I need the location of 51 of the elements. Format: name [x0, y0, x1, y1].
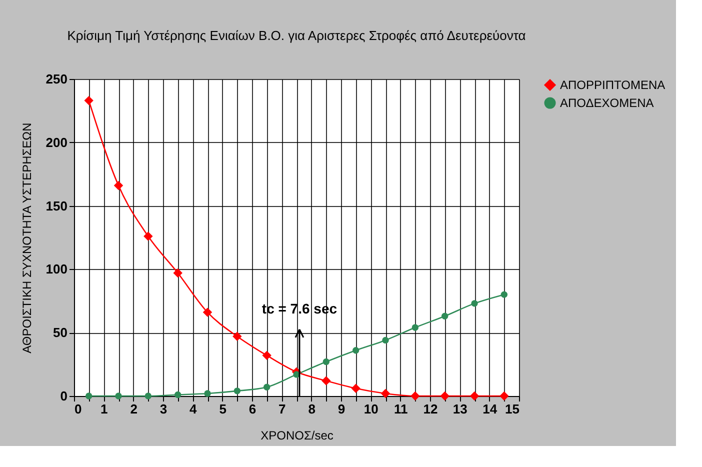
point [115, 392, 122, 400]
point [263, 384, 270, 390]
x-tick-label: 7 [278, 402, 286, 416]
y-tick-label: 150 [46, 198, 68, 214]
y-tick-label: 0 [60, 388, 68, 404]
point [144, 392, 152, 400]
point [322, 376, 331, 386]
legend-label: ΑΠΟΡΡΙΠΤΟΜΕΝΑ [560, 78, 666, 92]
point [382, 336, 389, 344]
point [174, 391, 182, 398]
point [351, 384, 360, 393]
x-tick-label: 11 [394, 402, 408, 416]
x-tick-label: 12 [423, 402, 438, 416]
point [202, 308, 212, 317]
legend-label: ΑΠΟΔΕΧΟΜΕΝΑ [560, 96, 654, 110]
x-tick-label: 4 [190, 402, 198, 416]
y-tick-label: 100 [46, 262, 68, 277]
point [144, 232, 153, 241]
point [412, 324, 419, 331]
point [173, 268, 182, 278]
x-tick-label: 3 [160, 402, 168, 416]
x-tick-label: 1 [100, 402, 108, 416]
point [352, 347, 360, 354]
chart-title: Κρίσιμη Τιμή Υστέρησης Ενιαίων Β.Ο. για Αριστερες Στροφές από Δευτερεύοντα [67, 28, 526, 43]
point [471, 300, 478, 307]
point [85, 392, 92, 400]
x-tick-label: 2 [130, 402, 138, 416]
point [232, 332, 242, 342]
x-tick-label: 8 [308, 402, 316, 416]
y-axis-title: ΑΘΡΟΙΣΤΙΚΗ ΣΥΧΝΟΤΗΤΑ ΥΣΤΕΡΗΣΕΩΝ [20, 122, 34, 354]
point [234, 388, 241, 394]
y-tick-label: 200 [46, 134, 68, 150]
x-tick-label: 14 [482, 402, 498, 416]
point [84, 96, 94, 106]
x-tick-label: 0 [74, 402, 82, 416]
x-tick-label: 5 [219, 402, 226, 416]
x-axis-title: ΧΡΟΝΟΣ/sec [260, 428, 334, 442]
point [500, 291, 508, 298]
point [441, 312, 448, 320]
y-tick-label: 50 [53, 325, 68, 340]
x-tick-label: 9 [338, 402, 346, 416]
y-tick-label: 250 [46, 72, 68, 86]
point [114, 180, 124, 190]
x-tick-label: 10 [364, 402, 378, 416]
point [262, 350, 272, 360]
x-tick-label: 13 [452, 402, 468, 416]
point [322, 358, 330, 366]
x-tick-label: 15 [505, 402, 520, 416]
point [204, 390, 211, 397]
x-tick-label: 6 [248, 402, 256, 416]
point [380, 388, 390, 398]
